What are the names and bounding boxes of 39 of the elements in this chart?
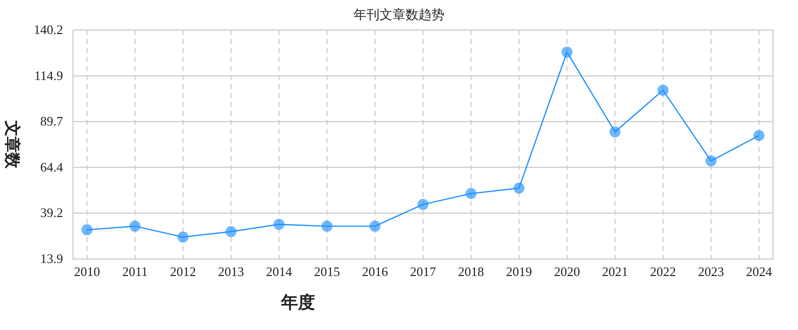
y-tick-label: 13.9 (40, 251, 63, 266)
point (370, 220, 380, 232)
x-axis-title: 年度 (280, 293, 315, 312)
point (274, 218, 284, 230)
point (130, 220, 140, 232)
x-tick-label: 2020 (554, 264, 580, 279)
chart-title: 年刊文章数趋势 (354, 7, 444, 22)
x-tick-label: 2014 (266, 264, 292, 279)
y-axis-title: 文章数 (3, 120, 21, 170)
point (658, 84, 668, 96)
x-tick-label: 2022 (650, 264, 676, 279)
point (418, 198, 428, 210)
y-tick-label: 114.9 (34, 68, 63, 83)
point (466, 188, 476, 200)
x-tick-label: 2010 (74, 264, 100, 279)
point (706, 155, 716, 166)
x-tick-label: 2021 (602, 264, 628, 279)
x-tick-label: 2019 (506, 264, 532, 279)
x-tick-label: 2012 (170, 264, 196, 279)
x-tick-label: 2013 (218, 264, 244, 279)
point (82, 224, 92, 236)
x-tick-label: 2024 (746, 264, 772, 279)
x-tick-label: 2018 (458, 264, 484, 279)
x-tick-label: 2016 (362, 264, 388, 279)
point (610, 126, 620, 138)
point (514, 182, 524, 194)
x-tick-label: 2015 (314, 264, 340, 279)
y-tick-label: 140.2 (34, 22, 63, 37)
y-tick-label: 89.7 (40, 114, 64, 129)
x-tick-label: 2017 (410, 264, 436, 279)
point (178, 232, 188, 243)
y-tick-label: 39.2 (40, 205, 63, 220)
point (226, 226, 236, 238)
point (562, 46, 572, 58)
x-tick-label: 2011 (122, 264, 148, 279)
x-tick-label: 2023 (698, 264, 724, 279)
point (754, 130, 764, 142)
y-tick-label: 64.4 (40, 159, 64, 174)
point (322, 220, 332, 232)
